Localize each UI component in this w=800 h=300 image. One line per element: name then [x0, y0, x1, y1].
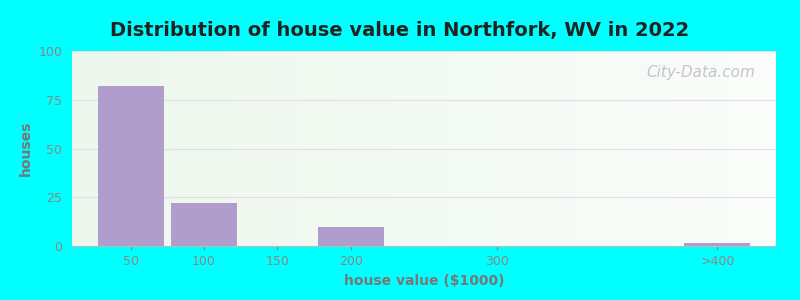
- Bar: [171, 203, 237, 246]
- X-axis label: house value ($1000): house value ($1000): [344, 274, 504, 288]
- Bar: [98, 86, 164, 246]
- Bar: [684, 243, 750, 246]
- Text: Distribution of house value in Northfork, WV in 2022: Distribution of house value in Northfork…: [110, 21, 690, 40]
- Y-axis label: houses: houses: [19, 121, 33, 176]
- Text: City-Data.com: City-Data.com: [646, 64, 755, 80]
- Bar: [318, 226, 384, 246]
